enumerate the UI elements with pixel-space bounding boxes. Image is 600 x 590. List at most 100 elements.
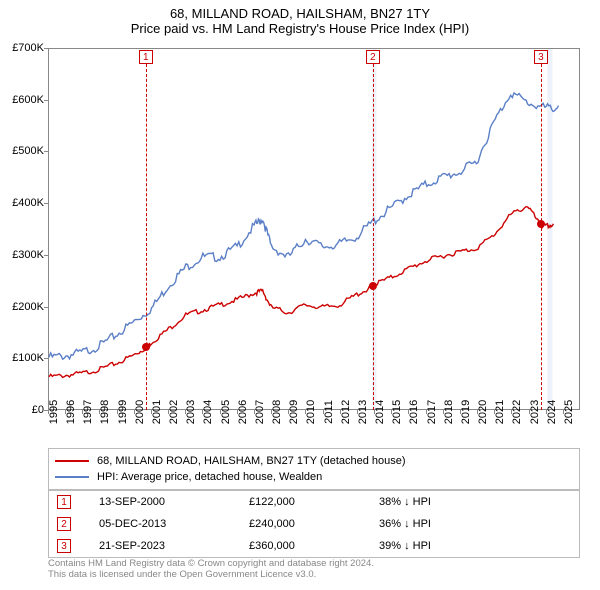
x-axis-tick <box>511 410 512 414</box>
x-axis-tick <box>237 410 238 414</box>
legend-swatch <box>55 460 89 462</box>
x-axis-tick <box>99 410 100 414</box>
y-axis-label: £600K <box>0 94 44 106</box>
x-axis-tick <box>185 410 186 414</box>
x-axis-label: 2011 <box>323 400 335 424</box>
legend-swatch <box>55 476 89 478</box>
x-axis-tick <box>408 410 409 414</box>
x-axis-label: 1996 <box>65 400 77 424</box>
sales-delta: 39% ↓ HPI <box>379 540 571 552</box>
sale-marker-badge: 1 <box>139 50 153 64</box>
x-axis-label: 2025 <box>563 400 575 424</box>
x-axis-label: 2013 <box>357 400 369 424</box>
sales-marker-badge: 2 <box>57 517 71 531</box>
sales-row: 3 21-SEP-2023£360,00039% ↓ HPI <box>49 535 579 557</box>
x-axis-label: 2009 <box>288 400 300 424</box>
x-axis-label: 2024 <box>546 400 558 424</box>
sale-marker-dot <box>369 282 377 290</box>
sale-marker-badge: 2 <box>366 50 380 64</box>
sales-marker-badge: 3 <box>57 539 71 553</box>
x-axis-label: 2008 <box>271 400 283 424</box>
footer-attribution: Contains HM Land Registry data © Crown c… <box>48 558 580 580</box>
x-axis-tick <box>202 410 203 414</box>
x-axis-label: 2014 <box>374 400 386 424</box>
footer-line-1: Contains HM Land Registry data © Crown c… <box>48 558 580 569</box>
x-axis-label: 2015 <box>391 400 403 424</box>
sale-marker-line <box>146 64 147 410</box>
x-axis-label: 2021 <box>494 400 506 424</box>
sales-marker-badge: 1 <box>57 495 71 509</box>
sales-row: 205-DEC-2013£240,00036% ↓ HPI <box>49 513 579 535</box>
legend-label: HPI: Average price, detached house, Weal… <box>97 471 322 483</box>
x-axis-label: 2004 <box>202 400 214 424</box>
sale-marker-badge: 3 <box>534 50 548 64</box>
y-axis-tick <box>44 100 48 101</box>
y-axis-tick <box>44 358 48 359</box>
sales-price: £360,000 <box>249 540 379 552</box>
y-axis-label: £300K <box>0 249 44 261</box>
legend-row: HPI: Average price, detached house, Weal… <box>55 469 573 485</box>
x-axis-label: 1997 <box>82 400 94 424</box>
y-axis-tick <box>44 255 48 256</box>
x-axis-label: 2000 <box>134 400 146 424</box>
x-axis-tick <box>374 410 375 414</box>
legend-label: 68, MILLAND ROAD, HAILSHAM, BN27 1TY (de… <box>97 455 406 467</box>
x-axis-label: 2018 <box>443 400 455 424</box>
y-axis-tick <box>44 307 48 308</box>
x-axis-label: 2017 <box>426 400 438 424</box>
x-axis-label: 2006 <box>237 400 249 424</box>
x-axis-tick <box>288 410 289 414</box>
sales-price: £122,000 <box>249 496 379 508</box>
chart-title-address: 68, MILLAND ROAD, HAILSHAM, BN27 1TY <box>0 6 600 21</box>
x-axis-tick <box>323 410 324 414</box>
sale-marker-dot <box>142 343 150 351</box>
hpi-line <box>49 93 558 359</box>
x-axis-tick <box>168 410 169 414</box>
y-axis-label: £700K <box>0 42 44 54</box>
x-axis-tick <box>477 410 478 414</box>
x-axis-tick <box>340 410 341 414</box>
x-axis-tick <box>65 410 66 414</box>
sales-delta: 38% ↓ HPI <box>379 496 571 508</box>
x-axis-label: 2019 <box>460 400 472 424</box>
x-axis-label: 2016 <box>408 400 420 424</box>
y-axis-tick <box>44 151 48 152</box>
x-axis-tick <box>546 410 547 414</box>
x-axis-tick <box>48 410 49 414</box>
x-axis-label: 2001 <box>151 400 163 424</box>
x-axis-tick <box>271 410 272 414</box>
sale-marker-line <box>541 64 542 410</box>
sale-marker-line <box>373 64 374 410</box>
sales-date: 21-SEP-2023 <box>99 540 249 552</box>
x-axis-tick <box>134 410 135 414</box>
x-axis-tick <box>494 410 495 414</box>
x-axis-tick <box>443 410 444 414</box>
x-axis-label: 2002 <box>168 400 180 424</box>
x-axis-tick <box>529 410 530 414</box>
sales-date: 05-DEC-2013 <box>99 518 249 530</box>
chart-title-block: 68, MILLAND ROAD, HAILSHAM, BN27 1TY Pri… <box>0 0 600 38</box>
x-axis-label: 2005 <box>220 400 232 424</box>
sales-row: 113-SEP-2000£122,00038% ↓ HPI <box>49 491 579 513</box>
x-axis-label: 2010 <box>305 400 317 424</box>
y-axis-label: £500K <box>0 145 44 157</box>
y-axis-label: £100K <box>0 352 44 364</box>
x-axis-tick <box>254 410 255 414</box>
y-axis-label: £200K <box>0 301 44 313</box>
x-axis-label: 2020 <box>477 400 489 424</box>
y-axis-tick <box>44 203 48 204</box>
legend-box: 68, MILLAND ROAD, HAILSHAM, BN27 1TY (de… <box>48 448 580 490</box>
x-axis-tick <box>460 410 461 414</box>
sale-marker-dot <box>537 220 545 228</box>
chart-title-subtitle: Price paid vs. HM Land Registry's House … <box>0 21 600 36</box>
y-axis-label: £400K <box>0 197 44 209</box>
property-line <box>49 207 553 378</box>
x-axis-label: 1998 <box>99 400 111 424</box>
x-axis-tick <box>117 410 118 414</box>
y-axis-tick <box>44 48 48 49</box>
chart-svg <box>49 49 579 409</box>
x-axis-label: 1999 <box>117 400 129 424</box>
x-axis-label: 2022 <box>511 400 523 424</box>
sales-price: £240,000 <box>249 518 379 530</box>
footer-line-2: This data is licensed under the Open Gov… <box>48 569 580 580</box>
